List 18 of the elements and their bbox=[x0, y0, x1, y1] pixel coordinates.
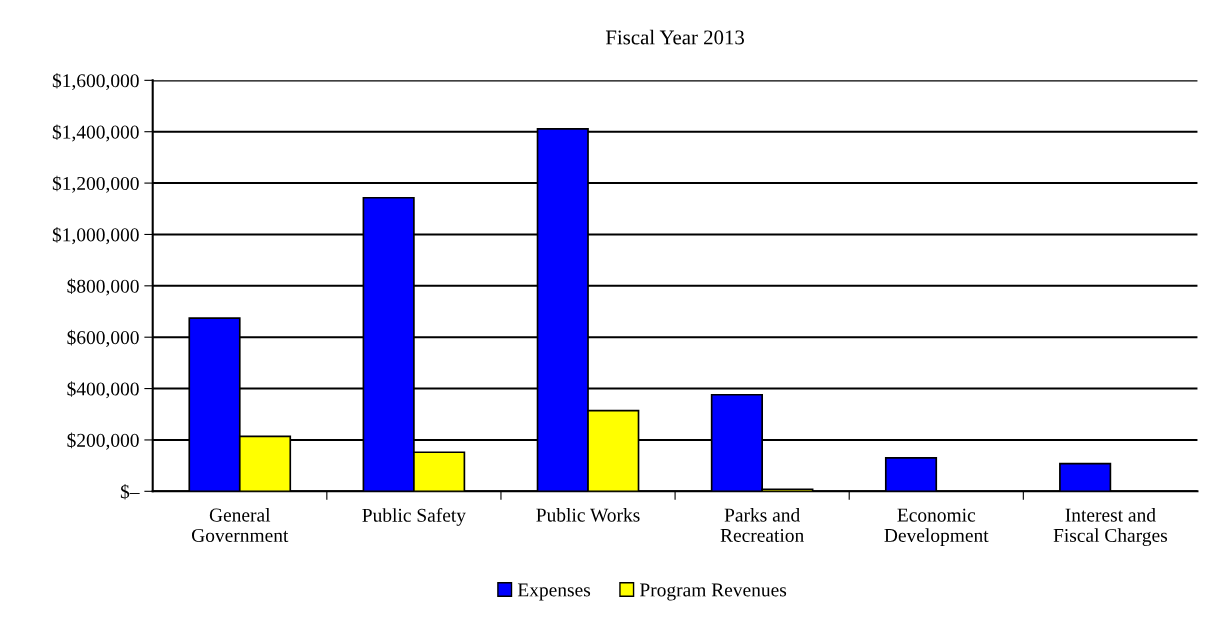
legend-label: Program Revenues bbox=[639, 583, 787, 601]
legend-label: Expenses bbox=[517, 583, 591, 601]
x-tick-label: Economic Development bbox=[884, 508, 989, 546]
chart-title: Fiscal Year 2013 bbox=[605, 29, 744, 45]
y-tick-label: $1,400,000 bbox=[52, 124, 139, 142]
y-tick-label: $400,000 bbox=[67, 381, 139, 399]
y-tick-label: $1,000,000 bbox=[52, 227, 139, 245]
x-tick-label: Public Works bbox=[536, 507, 640, 522]
x-tick-label: General Government bbox=[191, 507, 289, 542]
x-tick-label: Interest and Fiscal Charges bbox=[1053, 507, 1168, 546]
y-tick-label: $800,000 bbox=[67, 278, 139, 296]
x-tick-label: Parks and Recreation bbox=[720, 507, 804, 542]
y-tick-label: $1,600,000 bbox=[52, 73, 139, 91]
y-tick-label: $600,000 bbox=[67, 329, 139, 347]
x-tick-label: Public Safety bbox=[362, 507, 466, 526]
y-tick-label: $1,200,000 bbox=[52, 175, 139, 193]
y-tick-label: $– bbox=[120, 483, 140, 500]
y-tick-label: $200,000 bbox=[67, 432, 139, 450]
